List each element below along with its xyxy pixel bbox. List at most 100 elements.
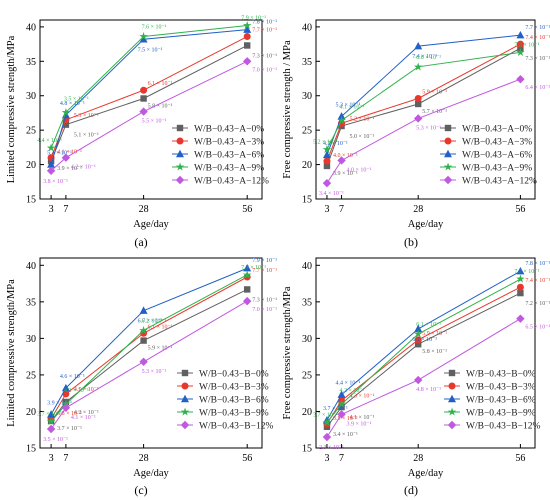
y-tick-label: 20 bbox=[26, 407, 36, 418]
series-line bbox=[326, 270, 521, 421]
series-2: 3.8 × 10⁻¹ 4.5 × 10⁻¹ 6.1 × 10⁻¹ 7.7 × 10⁻¹ bbox=[47, 268, 277, 423]
series-line bbox=[326, 47, 521, 167]
data-point bbox=[61, 153, 71, 162]
data-label: 7.4 × 10⁻¹ bbox=[525, 278, 550, 284]
data-label: 6.8 × 10⁻¹ bbox=[416, 55, 441, 61]
data-label: 4.8 × 10⁻¹ bbox=[60, 101, 85, 107]
data-point bbox=[414, 324, 423, 333]
data-label: 4.5 × 10⁻¹ bbox=[74, 387, 99, 393]
series-line bbox=[50, 60, 248, 172]
legend-entry: W/B−0.43−B−9% bbox=[466, 409, 536, 419]
y-axis-title: Free compressive strength / MPa bbox=[282, 40, 293, 179]
data-label: 7.9 × 10⁻¹ bbox=[252, 258, 277, 264]
legend-entry: W/B−0.43−B−0% bbox=[199, 370, 269, 380]
data-label: 7.7 × 10⁻¹ bbox=[525, 25, 550, 31]
plot-frame bbox=[39, 19, 263, 200]
panel-caption: (c) bbox=[134, 483, 147, 497]
data-label: 7.2 × 10⁻¹ bbox=[514, 42, 539, 48]
data-label: 4.6 × 10⁻¹ bbox=[60, 374, 85, 380]
data-label: 7.0 × 10⁻¹ bbox=[252, 67, 277, 73]
data-label: 3.8 × 10⁻¹ bbox=[43, 179, 68, 185]
y-tick-label: 25 bbox=[26, 126, 36, 137]
data-point bbox=[140, 95, 147, 102]
data-label: 5.8 × 10⁻¹ bbox=[422, 349, 447, 355]
plot-frame bbox=[39, 257, 263, 449]
chart-panel-3: 15 20 25 30 35 40 3 7 28 56 Age/day Limited compres… bbox=[6, 257, 277, 497]
x-axis-title: Age/day bbox=[408, 219, 444, 230]
x-tick-label: 28 bbox=[413, 204, 423, 215]
panel-caption: (a) bbox=[134, 235, 147, 249]
data-label: 5.3 × 10⁻¹ bbox=[74, 113, 99, 119]
data-label: 5.5 × 10⁻¹ bbox=[142, 119, 167, 125]
data-point: ★ bbox=[61, 106, 71, 119]
legend-entry: W/B−0.43−A−0% bbox=[462, 125, 532, 135]
data-label: 5.2 × 10⁻¹ bbox=[350, 116, 375, 122]
series-line bbox=[50, 25, 248, 149]
data-point bbox=[244, 42, 251, 49]
y-tick-label: 30 bbox=[302, 91, 312, 102]
plot-frame bbox=[315, 19, 536, 200]
data-label: 6.4 × 10⁻¹ bbox=[525, 85, 550, 91]
series-3: 5.4 × 10⁻¹ 4.8 × 10⁻¹ 7.5 × 10⁻¹ 7.8 × 10⁻¹ bbox=[47, 20, 277, 168]
y-tick-label: 20 bbox=[302, 160, 312, 171]
y-tick-label: 40 bbox=[302, 261, 312, 272]
legend-entry: W/B−0.43−A−6% bbox=[194, 151, 264, 161]
series-line bbox=[326, 318, 521, 438]
data-label: 6.5 × 10⁻¹ bbox=[525, 325, 550, 331]
data-label: 4.2 × 10⁻¹ bbox=[74, 410, 99, 416]
data-label: 7.9 × 10⁻¹ bbox=[241, 16, 266, 22]
data-point bbox=[337, 112, 346, 120]
data-point bbox=[414, 114, 423, 123]
x-tick-label: 7 bbox=[63, 453, 68, 464]
chart-panel-2: 15 20 25 30 35 40 3 7 28 56 Age/day Free compressiv… bbox=[282, 19, 550, 249]
data-point bbox=[139, 107, 148, 116]
data-point bbox=[323, 157, 331, 165]
data-label: 6.1 × 10⁻¹ bbox=[148, 324, 173, 330]
series-line bbox=[50, 45, 248, 162]
legend: W/B−0.43−B−0% W/B−0.43−B−3% W/B−0.43−B−6% ★… bbox=[444, 370, 540, 432]
data-label: 3.4 × 10⁻¹ bbox=[333, 432, 358, 438]
data-point: ★ bbox=[139, 30, 149, 43]
series-3: 3.7 × 10⁻¹ 4.4 × 10⁻¹ 6.2 × 10⁻¹ 7.8 × 10⁻¹ bbox=[322, 261, 550, 424]
data-point bbox=[62, 398, 70, 406]
series-line bbox=[50, 300, 248, 430]
series-5: 3.5 × 10⁻¹ 4.1 × 10⁻¹ 5.3 × 10⁻¹ 7.0 × 10⁻¹ bbox=[43, 296, 277, 443]
data-label: 4.2 × 10⁻¹ bbox=[340, 388, 365, 394]
legend-marker bbox=[181, 394, 189, 403]
series-line bbox=[326, 286, 521, 425]
data-point bbox=[244, 286, 251, 293]
legend-entry: W/B−0.43−B−6% bbox=[199, 396, 269, 406]
series-line bbox=[50, 288, 248, 422]
data-point bbox=[415, 341, 422, 348]
data-point bbox=[337, 390, 346, 398]
legend-marker bbox=[448, 394, 456, 403]
x-tick-label: 56 bbox=[242, 453, 252, 464]
data-label: 4.1 × 10⁻¹ bbox=[340, 105, 365, 111]
data-point bbox=[61, 403, 71, 413]
data-point: ★ bbox=[139, 324, 149, 337]
data-point: ★ bbox=[337, 114, 347, 127]
data-label: 4.8 × 10⁻¹ bbox=[416, 387, 441, 393]
legend-entry: W/B−0.43−A−12% bbox=[194, 177, 269, 187]
data-point: ★ bbox=[242, 19, 252, 32]
legend-marker: ★ bbox=[443, 161, 453, 174]
data-point bbox=[243, 264, 252, 272]
data-label: 4.1 × 10⁻¹ bbox=[71, 415, 96, 421]
y-axis-title: Free compressive strength/MPa bbox=[282, 286, 293, 419]
x-axis-title: Age/day bbox=[133, 468, 169, 479]
data-point bbox=[322, 150, 331, 159]
data-label: 5.9 × 10⁻¹ bbox=[422, 89, 447, 95]
data-label: 3.7 × 10⁻¹ bbox=[323, 406, 348, 412]
series-line bbox=[50, 267, 248, 415]
legend-marker bbox=[176, 149, 184, 158]
legend-marker bbox=[448, 382, 456, 390]
series-line bbox=[50, 29, 248, 165]
data-label: 3.9 × 10⁻¹ bbox=[333, 171, 358, 177]
data-label: 4.4 × 10⁻¹ bbox=[37, 138, 62, 144]
data-label: 4.4 × 10⁻¹ bbox=[336, 381, 361, 387]
x-tick-label: 7 bbox=[339, 453, 344, 464]
legend-entry: W/B−0.43−B−9% bbox=[199, 409, 269, 419]
x-tick-label: 28 bbox=[413, 453, 423, 464]
y-tick-label: 15 bbox=[26, 444, 36, 455]
